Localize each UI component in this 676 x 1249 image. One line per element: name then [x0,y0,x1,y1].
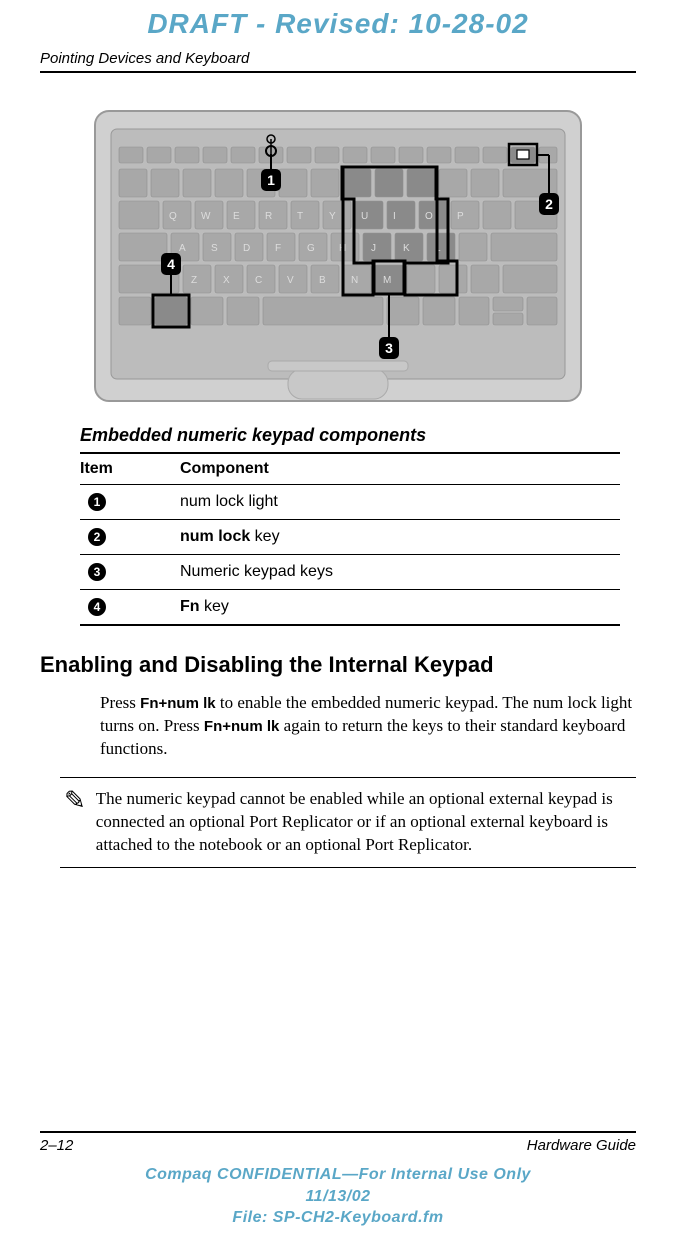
header-rule [40,71,636,73]
draft-banner: DRAFT - Revised: 10-28-02 [0,0,676,44]
note-block: ✎ The numeric keypad cannot be enabled w… [60,777,636,868]
svg-text:U: U [361,211,368,222]
component-table: Item Component 1 num lock light 2 num lock … [80,452,620,626]
pencil-icon: ✎ [60,788,96,857]
th-item: Item [80,453,180,485]
table-row: 3 Numeric keypad keys [80,555,620,590]
component-cell: num lock key [180,520,620,555]
note-text: The numeric keypad cannot be enabled whi… [96,788,636,857]
svg-text:4: 4 [167,256,175,272]
keyboard-figure: QWE RTY UIOP ASD FGH JKL ZXC VBNM 1 [93,101,583,411]
component-cell: num lock light [180,485,620,520]
svg-text:W: W [201,211,211,222]
svg-text:P: P [457,211,464,222]
svg-text:C: C [255,275,262,286]
svg-text:A: A [179,243,186,254]
svg-text:V: V [287,275,294,286]
svg-text:O: O [425,211,433,222]
table-row: 4 Fn key [80,590,620,626]
item-cell: 4 [80,590,180,626]
page-number: 2–12 [40,1137,73,1154]
body-paragraph: Press Fn+num lk to enable the embedded n… [100,692,636,761]
footer-rule [40,1131,636,1133]
svg-text:J: J [371,243,376,254]
svg-text:F: F [275,243,281,254]
page-footer: 2–12 Hardware Guide Compaq CONFIDENTIAL—… [40,1131,636,1229]
circled-number-icon: 2 [88,528,106,546]
item-cell: 1 [80,485,180,520]
svg-text:M: M [383,275,391,286]
conf-line2: 11/13/02 [40,1186,636,1208]
th-component: Component [180,453,620,485]
svg-text:3: 3 [385,340,393,356]
svg-text:Z: Z [191,275,197,286]
svg-text:D: D [243,243,250,254]
item-cell: 3 [80,555,180,590]
svg-text:R: R [265,211,272,222]
circled-number-icon: 3 [88,563,106,581]
svg-text:X: X [223,275,230,286]
svg-text:S: S [211,243,218,254]
svg-text:I: I [393,211,396,222]
component-cell: Numeric keypad keys [180,555,620,590]
conf-line1: Compaq CONFIDENTIAL—For Internal Use Onl… [40,1164,636,1186]
svg-text:1: 1 [267,172,275,188]
svg-text:T: T [297,211,303,222]
confidential-block: Compaq CONFIDENTIAL—For Internal Use Onl… [40,1164,636,1229]
circled-number-icon: 4 [88,598,106,616]
table-row: 2 num lock key [80,520,620,555]
svg-text:G: G [307,243,315,254]
svg-text:N: N [351,275,358,286]
table-row: 1 num lock light [80,485,620,520]
svg-text:E: E [233,211,240,222]
conf-line3: File: SP-CH2-Keyboard.fm [40,1207,636,1229]
section-heading: Enabling and Disabling the Internal Keyp… [40,652,636,678]
keyboard-illustration: QWE RTY UIOP ASD FGH JKL ZXC VBNM 1 [93,101,583,411]
svg-text:B: B [319,275,326,286]
svg-text:2: 2 [545,196,553,212]
figure-caption: Embedded numeric keypad components [80,425,636,446]
section-breadcrumb: Pointing Devices and Keyboard [40,50,636,67]
page-header: Pointing Devices and Keyboard [0,50,676,73]
circled-number-icon: 1 [88,493,106,511]
item-cell: 2 [80,520,180,555]
svg-text:K: K [403,243,410,254]
svg-text:Q: Q [169,211,177,222]
svg-text:Y: Y [329,211,336,222]
guide-name: Hardware Guide [527,1137,636,1154]
component-cell: Fn key [180,590,620,626]
